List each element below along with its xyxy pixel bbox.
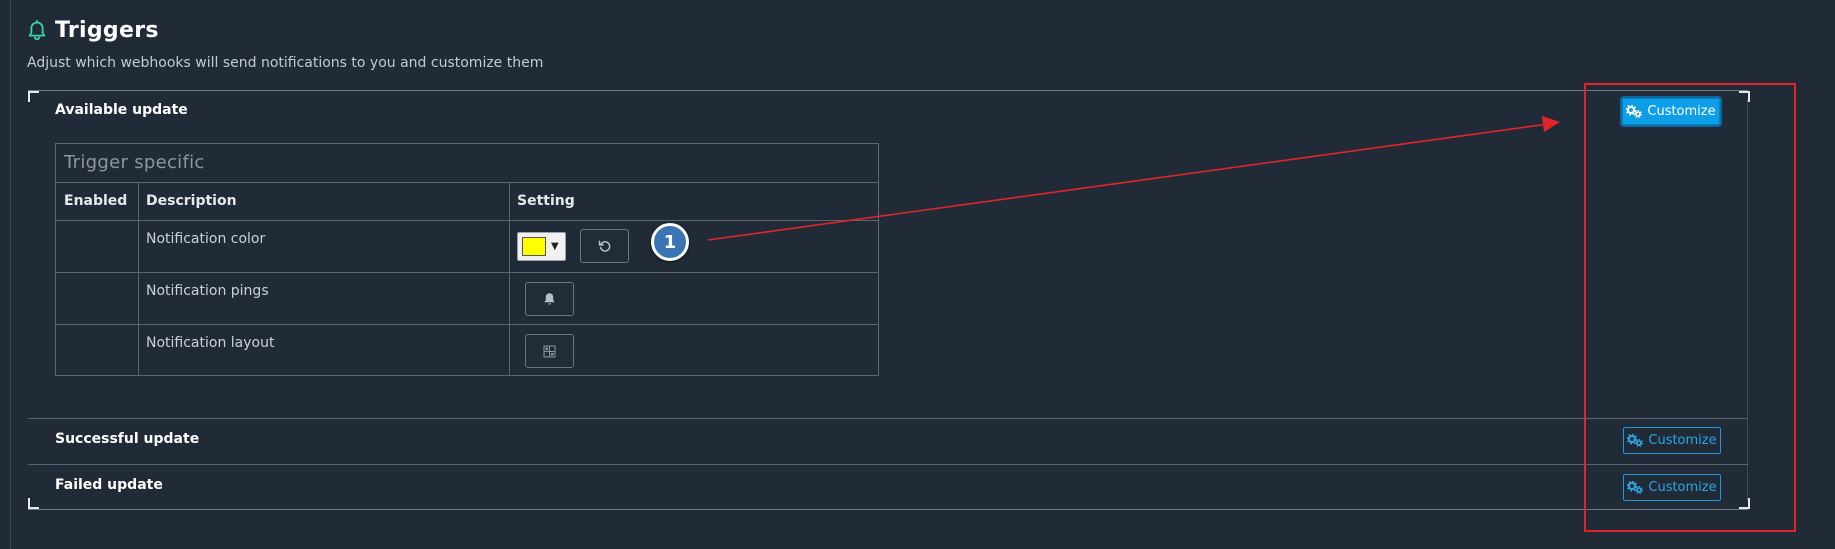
table-rule xyxy=(56,324,878,325)
notification-layout-button[interactable] xyxy=(525,334,574,368)
reset-icon xyxy=(598,240,610,252)
panel-right-rule xyxy=(1747,99,1748,501)
customize-button-available-update[interactable]: Customize xyxy=(1622,98,1720,125)
table-rule xyxy=(56,272,878,273)
left-border xyxy=(10,0,11,549)
table-rule xyxy=(56,182,878,183)
customize-button-label: Customize xyxy=(1648,433,1717,448)
customize-button-label: Customize xyxy=(1647,104,1716,119)
reset-color-button[interactable] xyxy=(580,229,629,263)
annotation-step-badge: 1 xyxy=(651,223,689,261)
column-header-enabled: Enabled xyxy=(64,193,128,209)
gears-icon xyxy=(1626,105,1643,118)
trigger-label-available-update[interactable]: Available update xyxy=(55,102,188,118)
bell-icon xyxy=(544,293,555,305)
caret-down-icon: ▼ xyxy=(551,241,559,252)
row-description-notification-pings: Notification pings xyxy=(146,283,269,299)
page-subtitle: Adjust which webhooks will send notifica… xyxy=(27,55,544,71)
customize-button-failed-update[interactable]: Customize xyxy=(1623,474,1721,501)
table-col-rule xyxy=(138,182,139,375)
table-col-rule xyxy=(509,182,510,375)
notification-color-picker[interactable]: ▼ xyxy=(517,232,566,261)
layout-grid-icon xyxy=(543,345,556,357)
gears-icon xyxy=(1627,434,1644,447)
table-rule xyxy=(56,220,878,221)
trigger-label-failed-update[interactable]: Failed update xyxy=(55,477,163,493)
gears-icon xyxy=(1627,481,1644,494)
trigger-divider xyxy=(28,418,1748,419)
row-description-notification-color: Notification color xyxy=(146,231,266,247)
bell-icon xyxy=(27,19,47,42)
corner-mark xyxy=(28,498,39,509)
column-header-setting: Setting xyxy=(517,193,575,209)
annotation-highlight-box xyxy=(1584,83,1796,532)
corner-mark xyxy=(1739,91,1750,102)
table-title: Trigger specific xyxy=(64,152,205,173)
triggers-panel: Available update Customize Successful up… xyxy=(28,90,1750,510)
customize-button-label: Customize xyxy=(1648,480,1717,495)
color-swatch xyxy=(522,237,546,256)
notification-pings-button[interactable] xyxy=(525,282,574,316)
column-header-description: Description xyxy=(146,193,237,209)
trigger-label-successful-update[interactable]: Successful update xyxy=(55,431,200,447)
customize-button-successful-update[interactable]: Customize xyxy=(1623,427,1721,454)
trigger-divider xyxy=(28,464,1748,465)
trigger-specific-table: Trigger specific Enabled Description Set… xyxy=(55,143,879,376)
page-title: Triggers xyxy=(55,18,159,43)
corner-mark xyxy=(1739,498,1750,509)
row-description-notification-layout: Notification layout xyxy=(146,335,275,351)
page-header: Triggers xyxy=(27,18,159,43)
corner-mark xyxy=(28,91,39,102)
